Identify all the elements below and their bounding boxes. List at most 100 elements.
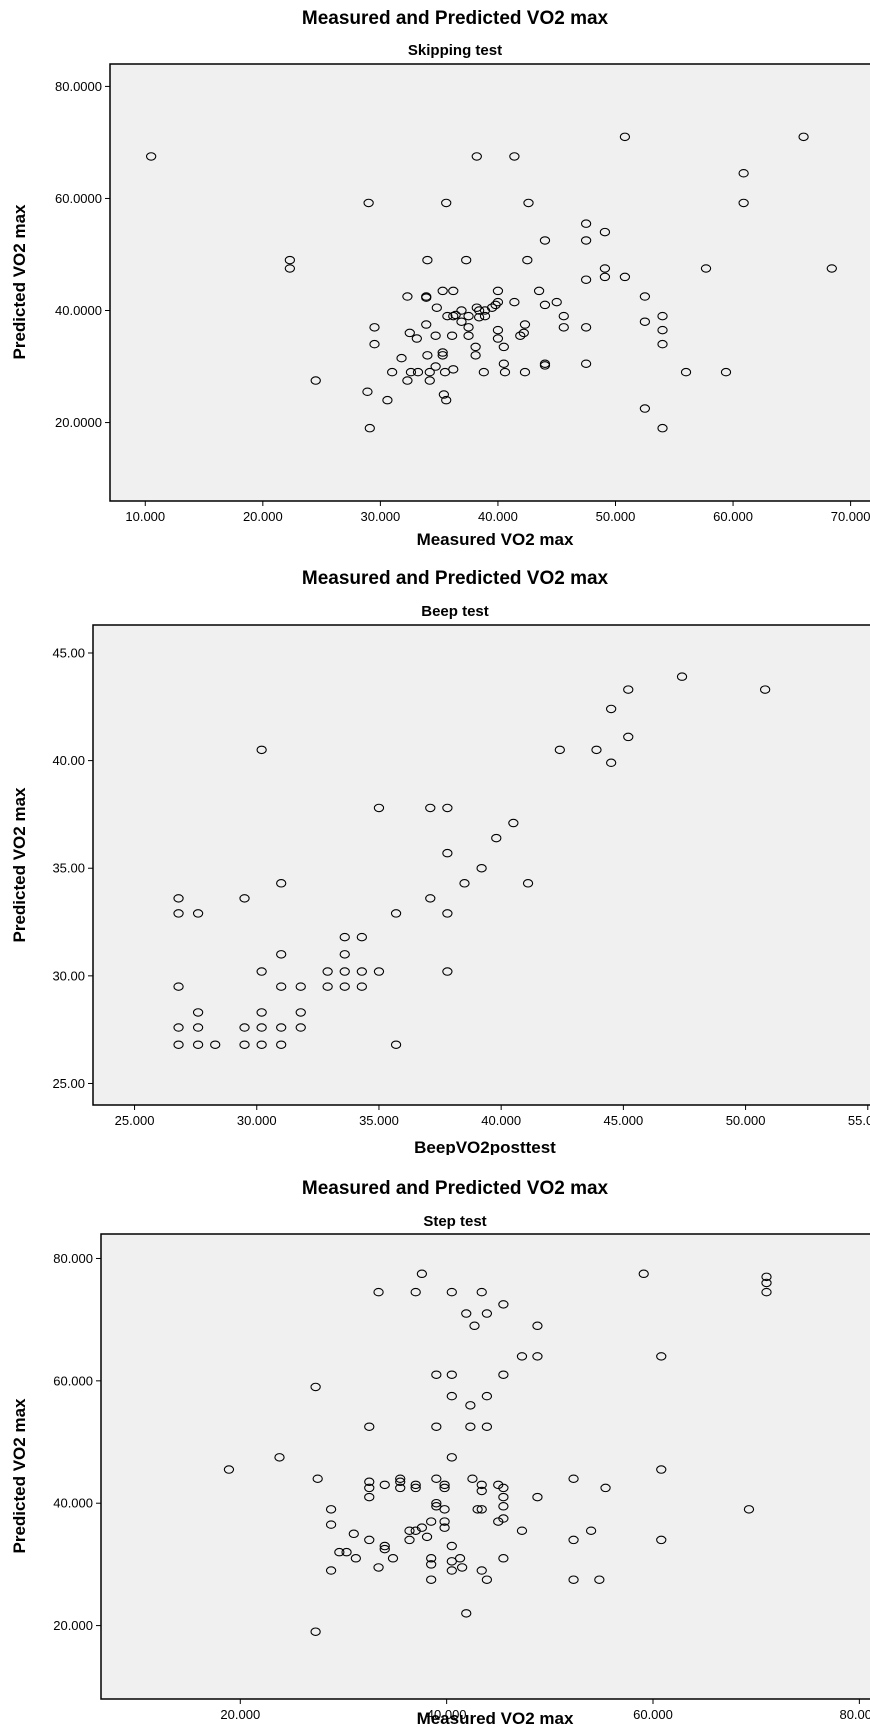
data-point (463, 311, 474, 321)
data-point (518, 328, 529, 338)
data-point (356, 982, 368, 991)
data-point (605, 704, 617, 714)
data-point (404, 1526, 415, 1535)
data-point (743, 1505, 755, 1514)
y-tick-label: 80.0000 (55, 79, 102, 94)
data-point (295, 982, 306, 991)
data-point (461, 255, 472, 265)
data-point (599, 272, 611, 282)
y-axis-ticks: 20.0000 40.0000 60.0000 80.0000 (55, 79, 110, 430)
data-point (431, 1498, 442, 1508)
y-tick-label: 20.000 (53, 1618, 93, 1633)
x-axis-ticks: 10.000 20.000 30.000 40.000 50.000 60.000 70.0… (125, 501, 870, 524)
data-point (442, 967, 453, 976)
data-point (373, 803, 385, 813)
data-point (276, 950, 287, 959)
data-point (509, 152, 520, 161)
data-point (442, 803, 453, 813)
data-point (619, 132, 631, 142)
data-point (471, 152, 482, 161)
data-point (426, 1554, 437, 1563)
data-point (348, 1529, 359, 1539)
data-point (431, 303, 442, 312)
data-point (472, 1505, 483, 1514)
data-point (369, 323, 380, 332)
data-point (599, 227, 611, 237)
data-point (339, 932, 350, 942)
x-tick-label: 60.000 (713, 509, 753, 524)
chart-title: Measured and Predicted VO2 max (302, 568, 609, 589)
data-point (350, 1554, 362, 1563)
x-axis-label: BeepVO2posttest (414, 1138, 556, 1155)
data-point (657, 311, 668, 321)
data-point (491, 833, 502, 843)
data-point (437, 351, 448, 360)
data-point (441, 198, 452, 208)
data-point (738, 198, 749, 208)
data-point (498, 1514, 509, 1523)
x-tick-label: 50.000 (596, 509, 636, 524)
chart-title: Measured and Predicted VO2 max (302, 8, 609, 29)
data-point (532, 1492, 543, 1502)
data-point (390, 1040, 402, 1049)
data-point (580, 359, 592, 368)
data-point (594, 1575, 605, 1584)
data-point (568, 1474, 579, 1483)
data-point (591, 745, 602, 755)
data-point (826, 264, 837, 273)
data-point (295, 1008, 306, 1017)
data-point (439, 1505, 450, 1514)
data-point (395, 1474, 406, 1483)
x-tick-label: 60.000 (633, 1707, 673, 1722)
data-point (395, 1477, 406, 1487)
data-point (431, 1474, 442, 1483)
data-point (339, 982, 350, 991)
data-point (439, 1517, 450, 1526)
data-point (192, 1023, 204, 1032)
data-point (173, 894, 184, 903)
x-axis-ticks: 25.000 30.000 35.000 40.000 45.000 50.000 55.0… (115, 1105, 870, 1128)
data-point (430, 331, 441, 340)
data-point (656, 1352, 667, 1361)
data-point (421, 1532, 433, 1542)
data-point (173, 909, 184, 918)
data-point (493, 1517, 504, 1526)
data-point (310, 1627, 321, 1636)
x-tick-label: 45.000 (603, 1113, 643, 1128)
data-point (473, 312, 485, 322)
data-point (448, 365, 459, 374)
y-tick-label: 40.0000 (55, 303, 102, 318)
data-point (256, 1023, 267, 1032)
data-point (515, 331, 526, 340)
data-point (680, 367, 692, 377)
data-point (379, 1541, 390, 1551)
data-point (459, 879, 470, 888)
data-point (390, 909, 402, 918)
data-point (492, 297, 504, 307)
data-point (192, 909, 204, 918)
data-point (256, 1040, 267, 1049)
data-point (322, 967, 333, 976)
data-point (411, 334, 422, 343)
y-tick-label: 45.00 (52, 645, 85, 660)
x-tick-label: 80.000 (839, 1707, 870, 1722)
beep-test-chart: Measured and Predicted VO2 max Beep test… (10, 568, 870, 1155)
data-point (568, 1535, 579, 1545)
data-point (310, 1382, 321, 1392)
data-point (508, 818, 519, 828)
data-point (404, 1535, 415, 1545)
data-point (276, 879, 287, 888)
x-axis-label: Measured VO2 max (417, 530, 574, 549)
data-point (431, 1502, 442, 1511)
data-point (446, 1453, 457, 1462)
data-point (356, 967, 368, 976)
data-point (532, 1321, 543, 1331)
data-point (446, 331, 458, 340)
data-point (439, 1523, 450, 1532)
data-point (442, 848, 453, 858)
data-point (425, 803, 436, 813)
data-point (499, 367, 511, 377)
data-point (554, 745, 565, 755)
data-point (454, 1554, 466, 1563)
y-axis-label: Predicted VO2 max (10, 1398, 29, 1554)
